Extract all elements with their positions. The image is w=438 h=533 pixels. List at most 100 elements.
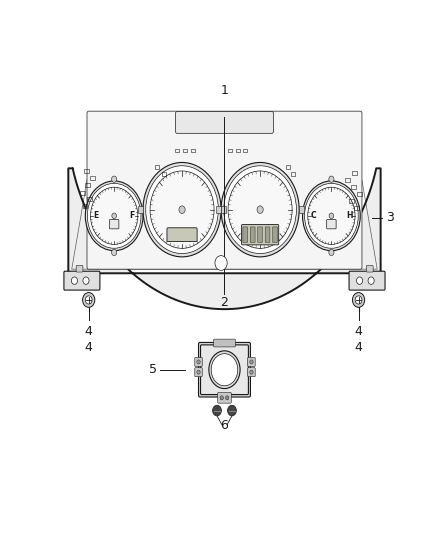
Circle shape xyxy=(228,171,292,248)
Circle shape xyxy=(221,163,299,257)
Circle shape xyxy=(355,296,362,304)
FancyBboxPatch shape xyxy=(250,227,255,243)
Circle shape xyxy=(308,187,355,245)
Bar xyxy=(83,204,87,208)
FancyBboxPatch shape xyxy=(195,368,202,377)
Circle shape xyxy=(257,206,263,213)
Circle shape xyxy=(215,256,227,270)
Bar xyxy=(90,175,95,180)
Circle shape xyxy=(85,296,92,304)
Circle shape xyxy=(227,405,237,416)
Circle shape xyxy=(197,360,200,364)
FancyBboxPatch shape xyxy=(258,227,262,243)
Polygon shape xyxy=(68,168,381,309)
Bar xyxy=(354,206,359,210)
Circle shape xyxy=(112,176,117,182)
Bar xyxy=(155,165,159,168)
Circle shape xyxy=(83,293,95,308)
FancyBboxPatch shape xyxy=(198,342,251,397)
Bar xyxy=(299,206,304,213)
Circle shape xyxy=(150,171,214,248)
Bar xyxy=(87,197,92,201)
Text: 4: 4 xyxy=(355,325,363,337)
Text: 4: 4 xyxy=(85,341,92,354)
FancyBboxPatch shape xyxy=(110,220,119,229)
Bar xyxy=(352,171,357,175)
FancyBboxPatch shape xyxy=(243,227,247,243)
FancyBboxPatch shape xyxy=(214,339,235,347)
Bar xyxy=(243,149,247,152)
Bar xyxy=(237,149,240,152)
Circle shape xyxy=(87,183,141,248)
Text: 2: 2 xyxy=(221,296,228,309)
Circle shape xyxy=(304,183,358,248)
Text: 4: 4 xyxy=(85,325,92,337)
Bar xyxy=(216,206,222,213)
Text: 6: 6 xyxy=(221,419,228,432)
Text: F: F xyxy=(129,211,134,220)
Circle shape xyxy=(211,354,238,386)
Bar xyxy=(85,183,90,187)
Text: H: H xyxy=(346,211,353,220)
Circle shape xyxy=(83,277,89,284)
Circle shape xyxy=(368,277,374,284)
Text: 3: 3 xyxy=(386,212,394,224)
FancyBboxPatch shape xyxy=(366,265,373,272)
Circle shape xyxy=(71,277,78,284)
Circle shape xyxy=(209,351,240,389)
Bar xyxy=(345,177,350,182)
Bar xyxy=(228,149,232,152)
FancyBboxPatch shape xyxy=(327,220,336,229)
Circle shape xyxy=(91,187,138,245)
Circle shape xyxy=(146,166,219,254)
Circle shape xyxy=(179,206,185,213)
Circle shape xyxy=(226,396,229,400)
Circle shape xyxy=(250,370,253,374)
Circle shape xyxy=(353,293,365,308)
Circle shape xyxy=(112,213,117,219)
Bar xyxy=(175,149,179,152)
FancyBboxPatch shape xyxy=(241,224,279,245)
Circle shape xyxy=(220,396,223,400)
FancyBboxPatch shape xyxy=(195,358,202,366)
Bar xyxy=(138,206,143,213)
Text: E: E xyxy=(94,211,99,220)
Bar xyxy=(286,165,290,168)
Circle shape xyxy=(143,163,221,257)
Bar xyxy=(183,149,187,152)
FancyBboxPatch shape xyxy=(167,228,197,241)
Bar xyxy=(291,172,295,175)
Circle shape xyxy=(85,181,143,251)
Bar xyxy=(162,172,166,175)
Circle shape xyxy=(329,176,334,182)
FancyBboxPatch shape xyxy=(218,392,231,403)
Bar xyxy=(221,206,226,213)
Circle shape xyxy=(357,277,363,284)
Text: 5: 5 xyxy=(148,363,156,376)
Text: C: C xyxy=(311,211,316,220)
FancyBboxPatch shape xyxy=(248,368,255,377)
Bar xyxy=(80,191,85,195)
Circle shape xyxy=(212,405,222,416)
Circle shape xyxy=(250,360,253,364)
FancyBboxPatch shape xyxy=(265,227,270,243)
Circle shape xyxy=(224,166,297,254)
Bar xyxy=(191,149,194,152)
FancyBboxPatch shape xyxy=(64,271,100,290)
Circle shape xyxy=(197,370,200,374)
Text: 1: 1 xyxy=(221,84,228,97)
Text: 4: 4 xyxy=(355,341,363,354)
Circle shape xyxy=(329,249,334,256)
FancyBboxPatch shape xyxy=(176,111,273,133)
FancyBboxPatch shape xyxy=(272,227,277,243)
Circle shape xyxy=(112,249,117,256)
Bar xyxy=(84,168,88,173)
Circle shape xyxy=(329,213,334,219)
Circle shape xyxy=(303,181,360,251)
FancyBboxPatch shape xyxy=(349,271,385,290)
FancyBboxPatch shape xyxy=(248,358,255,366)
FancyBboxPatch shape xyxy=(87,111,362,269)
Bar xyxy=(351,184,356,189)
Bar xyxy=(350,199,354,203)
FancyBboxPatch shape xyxy=(201,345,248,394)
